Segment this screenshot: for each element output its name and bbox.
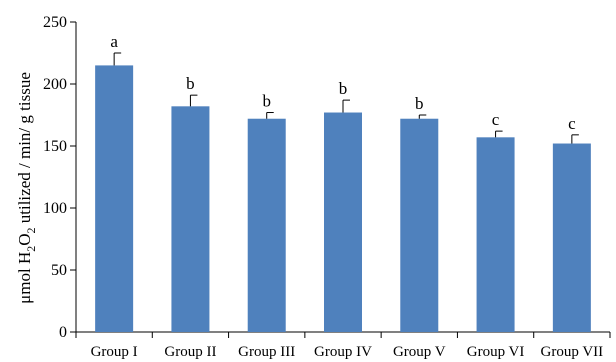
x-category-label: Group III [238,344,295,360]
y-tick-label: 250 [43,14,67,31]
significance-letter: b [339,79,348,98]
significance-letter: b [262,92,271,111]
x-category-label: Group V [393,344,446,360]
significance-letter: c [492,110,500,129]
y-tick-label: 200 [43,76,67,93]
x-category-label: Group VII [541,344,604,360]
significance-letter: b [186,74,195,93]
bar [400,118,439,332]
bar [247,118,286,332]
y-tick-label: 0 [59,324,67,341]
significance-letter: b [415,94,424,113]
x-category-label: Group VI [467,344,525,360]
y-axis-title: μmol H2O2 utilized / min/ g tissue [15,72,38,304]
bar [171,106,210,332]
x-category-label: Group IV [314,344,372,360]
y-tick-label: 100 [43,200,67,217]
bar [95,65,134,333]
x-category-label: Group I [91,344,138,360]
plot-area: 0 50 100 150 200 250 a Group I b Group II b Group I… [43,14,611,360]
significance-letter: a [110,32,118,51]
bar [476,137,515,332]
y-tick-label: 150 [43,138,67,155]
y-tick-label: 50 [51,262,67,279]
significance-letter: c [568,114,576,133]
x-category-label: Group II [164,344,216,360]
bar [552,143,591,332]
bar [324,112,362,333]
